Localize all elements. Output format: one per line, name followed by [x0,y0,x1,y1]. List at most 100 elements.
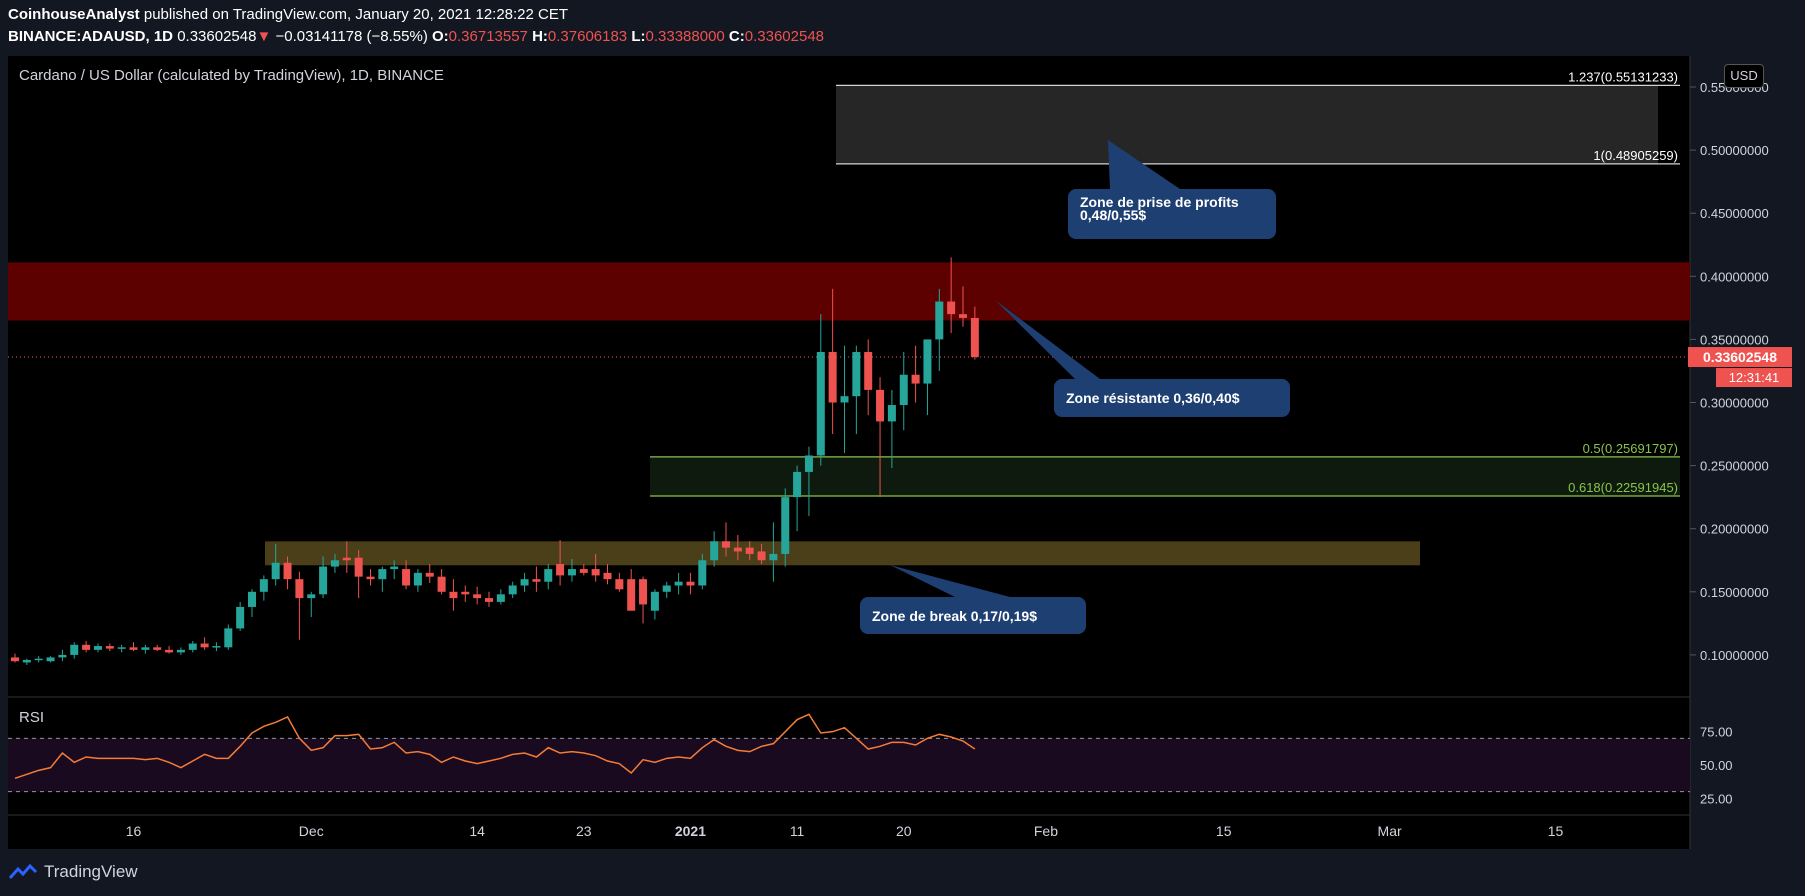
candle-body [248,591,256,607]
candle-body [686,581,695,586]
candle-body [840,396,849,403]
candle-body [449,591,458,599]
author-name[interactable]: CoinhouseAnalyst [8,6,140,23]
rsi-tick-label: 50.00 [1700,758,1733,773]
publish-details: published on TradingView.com, January 20… [143,6,569,23]
last-price: 0.33602548 [177,28,257,45]
candle-body [496,594,505,602]
callout-text: Zone de prise de profits [1080,194,1239,210]
candle-body [793,471,802,498]
candle-body [153,647,162,650]
fib-level-label: 1.237(0.55131233) [1568,69,1678,84]
y-tick-label: 0.10000000 [1700,648,1769,663]
candle-body [212,646,221,648]
candle-body [188,643,197,650]
x-tick-label: Feb [1034,823,1058,839]
candle-body [34,658,43,661]
candle-body [745,547,754,554]
zone-fib_retracement [650,456,1680,497]
candle-body [520,579,529,586]
candle-body [105,646,114,649]
close-label: C: [728,28,745,45]
candle-body [923,339,932,384]
candle-body [82,644,91,650]
candle-body [674,581,683,586]
candle-body [947,301,956,315]
candle-body [354,557,363,577]
countdown-badge [1716,368,1792,388]
x-tick-label: Mar [1378,823,1402,839]
x-tick-label: 15 [1216,823,1232,839]
candle-body [864,352,873,390]
x-tick-label: 23 [576,823,592,839]
currency-button[interactable]: USD [1724,64,1764,88]
candle-body [532,579,541,582]
candle-body [165,649,174,653]
y-tick-label: 0.45000000 [1700,206,1769,221]
candle-body [603,572,612,580]
candle-body [816,352,825,456]
fib-level-label: 0.618(0.22591945) [1568,480,1678,495]
candle-body [959,314,967,318]
candle-body [591,569,600,576]
x-tick-label: Dec [299,823,324,839]
fib-level-label: 1(0.48905259) [1593,148,1678,163]
candle-body [899,374,908,406]
y-tick-label: 0.40000000 [1700,269,1769,284]
down-arrow-icon: ▼ [256,28,272,45]
x-tick-label: 2021 [675,823,706,839]
candle-body [141,647,150,650]
candle-body [224,628,233,648]
x-tick-label: 14 [469,823,485,839]
candle-body [437,576,446,592]
candle-body [508,585,517,595]
zone-break [265,541,1420,566]
candle-body [698,560,707,586]
x-tick-label: 11 [790,823,805,839]
candle-body [710,541,719,561]
candle-body [117,647,126,649]
candle-body [295,579,304,599]
zone-resistance [8,262,1690,321]
footer-brand: TradingView [44,862,138,881]
candle-body [876,389,885,422]
rsi-line [14,713,976,780]
candle-body [579,569,588,573]
candle-body [425,572,434,577]
candle-body [176,649,185,653]
chart-title: Cardano / US Dollar (calculated by Tradi… [19,67,444,84]
rsi-tick-label: 25.00 [1700,791,1733,806]
candle-body [46,657,55,662]
candle-body [58,654,67,658]
candle-body [722,541,730,548]
y-tick-label: 0.25000000 [1700,459,1769,474]
callout-pointer [995,300,1100,379]
x-tick-label: 16 [126,823,142,839]
callout-text: 0,48/0,55$ [1080,207,1146,223]
candle-body [366,576,375,580]
y-tick-label: 0.30000000 [1700,396,1769,411]
candle-body [804,455,813,472]
candle-body [461,591,470,595]
candle-body [283,562,292,580]
candle-body [413,572,422,586]
rsi-band [8,738,1690,792]
chart-container[interactable] [8,56,1690,849]
callout-box [860,597,1086,634]
candle-body [259,579,268,592]
candle-body [556,564,565,576]
callout-text: Zone résistante 0,36/0,40$ [1066,390,1240,406]
y-tick-label: 0.35000000 [1700,332,1769,347]
fib-level-label: 0.5(0.25691797) [1583,441,1678,456]
footer[interactable]: TradingView [8,862,138,882]
change-value: −0.03141178 (−8.55%) [275,28,428,45]
candle-body [473,594,482,599]
close-value: 0.33602548 [744,28,824,45]
candle-body [828,352,837,403]
candle-body [662,585,671,592]
zone-fib_extension [836,85,1658,164]
x-tick-label: 15 [1548,823,1564,839]
low-label: L: [631,28,646,45]
callout-pointer [1108,140,1180,189]
